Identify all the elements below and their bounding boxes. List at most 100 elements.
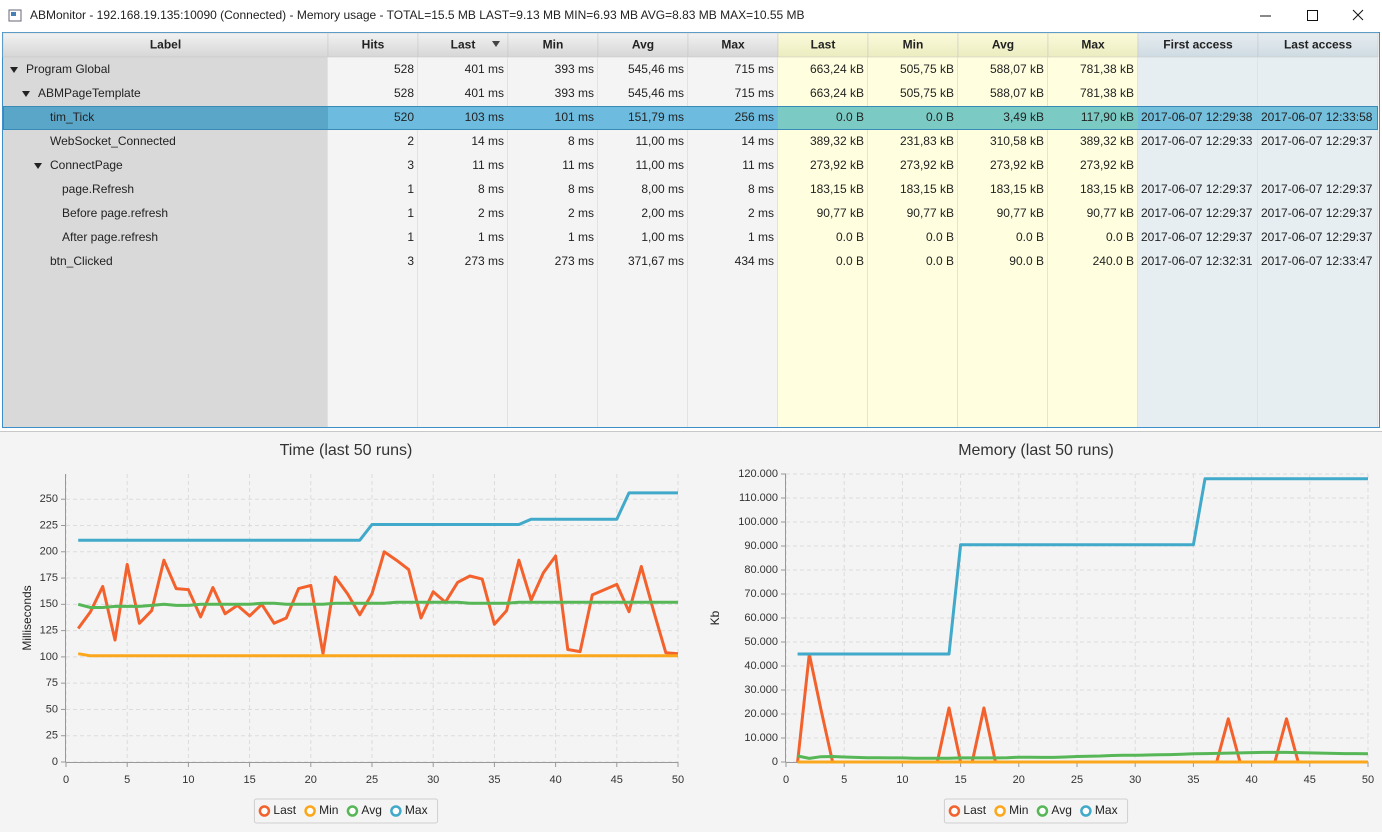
column-header	[867, 32, 959, 58]
memory-cell: 0.0 B	[836, 230, 864, 244]
hits-cell: 528	[394, 62, 414, 76]
x-tick-label: 45	[611, 774, 623, 786]
table-row[interactable]: ConnectPage 3 11 ms 11 ms 11,00 ms 11 ms 273,9…	[34, 158, 1134, 172]
memory-cell: 663,24 kB	[810, 86, 864, 100]
chart-title: Time (last 50 runs)	[280, 442, 413, 459]
memory-cell: 505,75 kB	[900, 62, 954, 76]
y-tick-label: 50.000	[744, 636, 778, 648]
table-row[interactable]: page.Refresh 1 8 ms 8 ms 8,00 ms 8 ms 183,15 k…	[62, 182, 1373, 196]
column-header-label: Label	[150, 38, 181, 52]
column-header	[957, 32, 1049, 58]
y-tick-label: 100.000	[738, 516, 778, 528]
selected-cell	[688, 106, 778, 130]
time-cell: 2 ms	[478, 206, 504, 220]
column-header-label: Avg	[632, 38, 654, 52]
memory-cell: 231,83 kB	[900, 134, 954, 148]
row-label: WebSocket_Connected	[50, 134, 176, 148]
column-header	[2, 32, 329, 58]
memory-cell: 273,92 kB	[990, 158, 1044, 172]
table-row[interactable]: btn_Clicked 3 273 ms 273 ms 371,67 ms 434 ms 0…	[50, 254, 1373, 268]
time-cell: 11,00 ms	[636, 134, 684, 148]
hits-cell: 2	[407, 134, 414, 148]
close-button[interactable]	[1352, 9, 1364, 21]
time-cell: 101 ms	[555, 110, 594, 124]
hits-cell: 528	[394, 86, 414, 100]
legend: Last Min Avg Max	[943, 798, 1129, 824]
time-cell: 273 ms	[555, 254, 594, 268]
table-row[interactable]: Program Global 528 401 ms 393 ms 545,46 ms 71…	[10, 62, 1134, 76]
memory-cell: 90,77 kB	[907, 206, 954, 220]
time-cell: 1 ms	[568, 230, 594, 244]
row-label: page.Refresh	[62, 182, 134, 196]
x-tick-label: 35	[1187, 774, 1199, 786]
row-label: After page.refresh	[62, 230, 158, 244]
column-header-label: Hits	[362, 38, 385, 52]
tree-toggle[interactable]	[22, 91, 30, 97]
row-label: Before page.refresh	[62, 206, 168, 220]
y-tick-label: 150	[40, 598, 58, 610]
legend: Last Min Avg Max	[253, 798, 439, 824]
time-cell: 11,00 ms	[636, 158, 684, 172]
time-cell: 8 ms	[568, 182, 594, 196]
hits-cell: 520	[394, 110, 414, 124]
y-tick-label: 100	[40, 651, 58, 663]
column-header	[507, 32, 599, 58]
legend-label: Min	[319, 803, 338, 817]
time-cell: 11 ms	[472, 158, 504, 172]
hits-cell: 1	[407, 206, 414, 220]
memory-cell: 90,77 kB	[997, 206, 1044, 220]
table-row[interactable]: ABMPageTemplate 528 401 ms 393 ms 545,46 ms 7…	[22, 86, 1134, 100]
table-row[interactable]: WebSocket_Connected 2 14 ms 8 ms 11,00 ms 14 …	[50, 134, 1373, 148]
sort-indicator	[492, 41, 500, 47]
legend-marker	[346, 805, 359, 817]
x-tick-label: 50	[1362, 774, 1374, 786]
selected-cell	[1258, 106, 1378, 130]
hits-cell: 1	[407, 182, 414, 196]
legend-label: Avg	[1051, 803, 1071, 817]
y-tick-label: 0	[52, 756, 58, 768]
memory-cell: 240.0 B	[1093, 254, 1134, 268]
series-line	[797, 477, 1368, 656]
time-cell: 545,46 ms	[628, 62, 684, 76]
tree-toggle[interactable]	[10, 67, 18, 73]
time-cell: 1,00 ms	[641, 230, 684, 244]
y-tick-label: 80.000	[744, 564, 778, 576]
first-access-cell: 2017-06-07 12:29:38	[1141, 110, 1253, 124]
time-cell: 715 ms	[735, 62, 774, 76]
memory-cell: 273,92 kB	[900, 158, 954, 172]
x-tick-label: 5	[124, 774, 130, 786]
tree-toggle[interactable]	[34, 163, 42, 169]
time-cell: 393 ms	[555, 62, 594, 76]
y-tick-label: 250	[40, 493, 58, 505]
table-row[interactable]: tim_Tick 520 103 ms 101 ms 151,79 ms 256 ms 0.…	[50, 110, 1373, 124]
y-tick-label: 40.000	[744, 660, 778, 672]
maximize-button[interactable]	[1307, 10, 1318, 21]
table-row[interactable]: Before page.refresh 1 2 ms 2 ms 2,00 ms 2 ms 9…	[62, 206, 1373, 220]
last-access-cell: 2017-06-07 12:29:37	[1261, 182, 1373, 196]
x-tick-label: 40	[549, 774, 561, 786]
y-tick-label: 0	[772, 756, 778, 768]
x-tick-label: 10	[896, 774, 908, 786]
column-header-label: Last	[811, 38, 836, 52]
column-header	[687, 32, 779, 58]
first-access-cell: 2017-06-07 12:29:37	[1141, 206, 1253, 220]
y-tick-label: 10.000	[744, 732, 778, 744]
memory-cell: 0.0 B	[926, 110, 954, 124]
memory-cell: 0.0 B	[1106, 230, 1134, 244]
time-cell: 8 ms	[478, 182, 504, 196]
memory-cell: 183,15 kB	[810, 182, 864, 196]
memory-cell: 3,49 kB	[1003, 110, 1044, 124]
table-row[interactable]: After page.refresh 1 1 ms 1 ms 1,00 ms 1 ms 0.…	[62, 230, 1373, 244]
legend-label: Min	[1009, 803, 1028, 817]
app-icon-detail	[11, 12, 16, 16]
x-tick-label: 25	[366, 774, 378, 786]
column-header	[777, 32, 869, 58]
legend-marker	[994, 805, 1006, 817]
time-cell: 273 ms	[465, 254, 504, 268]
y-tick-label: 20.000	[744, 708, 778, 720]
memory-cell: 588,07 kB	[990, 86, 1044, 100]
row-label: tim_Tick	[50, 110, 95, 124]
x-tick-label: 20	[1013, 774, 1025, 786]
first-access-cell: 2017-06-07 12:29:37	[1141, 230, 1253, 244]
legend-label: Last	[273, 803, 296, 817]
